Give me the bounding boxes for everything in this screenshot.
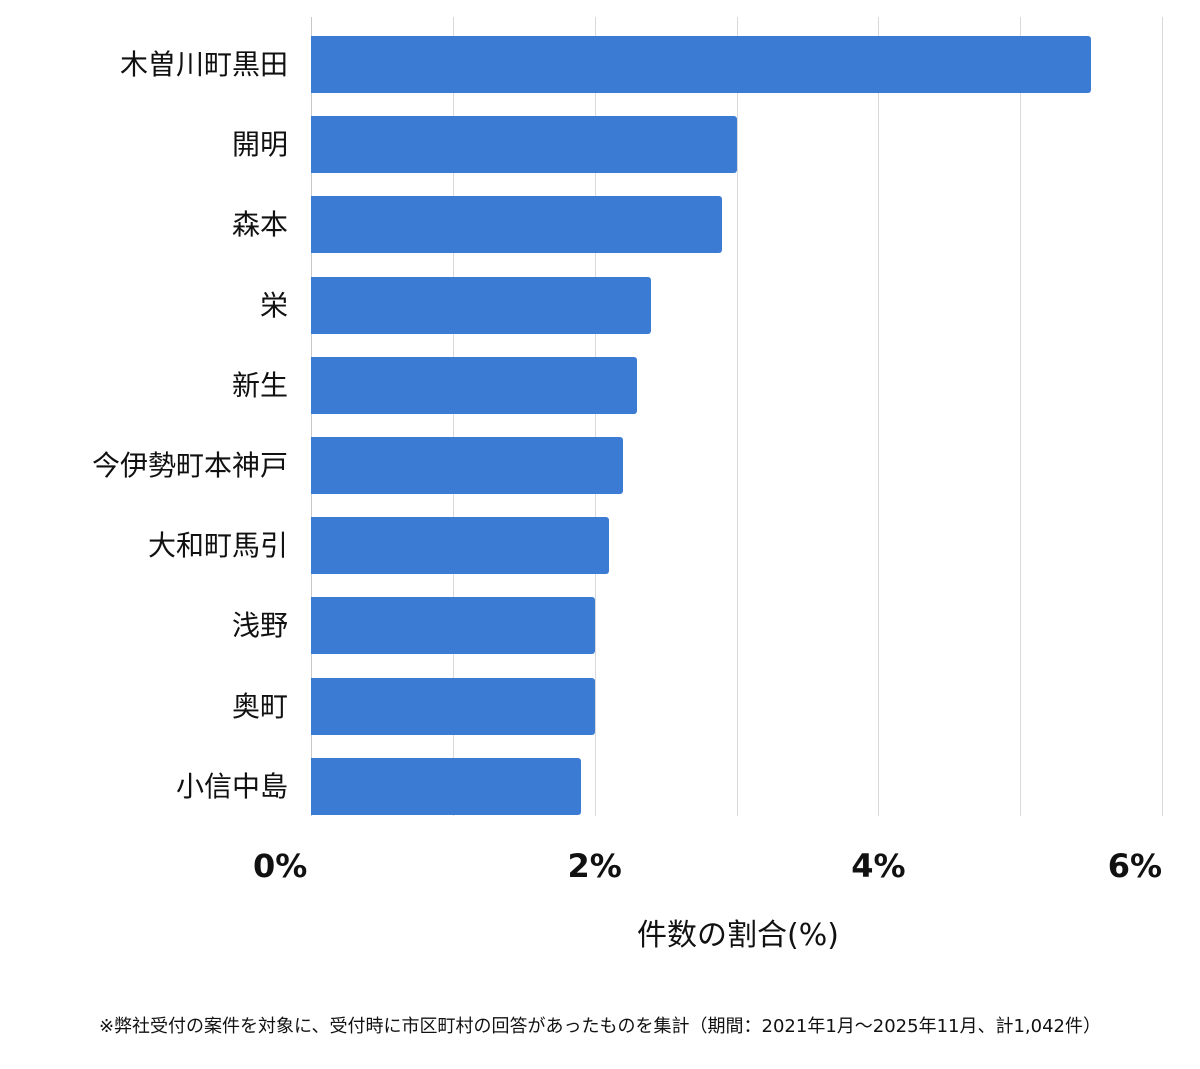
bar — [311, 196, 722, 253]
footnote: ※弊社受付の案件を対象に、受付時に市区町村の回答があったものを集計（期間：202… — [98, 1016, 1102, 1037]
category-label: 奥町 — [231, 690, 288, 723]
category-label: 浅野 — [231, 609, 288, 642]
gridline — [1162, 17, 1163, 816]
bar — [311, 116, 737, 173]
bar — [311, 357, 637, 414]
bar — [311, 437, 623, 494]
x-tick-label: 4% — [851, 847, 906, 885]
category-label: 森本 — [231, 208, 288, 241]
category-label: 新生 — [231, 369, 288, 402]
bar — [311, 597, 595, 654]
bar — [311, 517, 609, 574]
x-tick-label: 6% — [1107, 847, 1163, 885]
category-label: 大和町馬引 — [147, 529, 288, 562]
bar — [311, 36, 1091, 93]
category-label: 木曽川町黒田 — [119, 48, 288, 81]
gridline — [878, 17, 879, 816]
gridline — [453, 17, 454, 816]
bar — [311, 277, 651, 334]
x-tick-label: 0% — [253, 847, 308, 885]
category-label: 今伊勢町本神戸 — [91, 449, 288, 482]
gridline — [595, 17, 596, 816]
gridline — [1020, 17, 1021, 816]
gridline — [737, 17, 738, 816]
x-axis-label: 件数の割合(%) — [637, 918, 839, 953]
category-label: 栄 — [259, 289, 288, 322]
bar — [311, 678, 595, 735]
x-tick-label: 2% — [567, 847, 622, 885]
bar — [311, 758, 581, 815]
category-label: 開明 — [231, 128, 288, 161]
gridline — [311, 17, 312, 816]
category-label: 小信中島 — [175, 770, 288, 803]
